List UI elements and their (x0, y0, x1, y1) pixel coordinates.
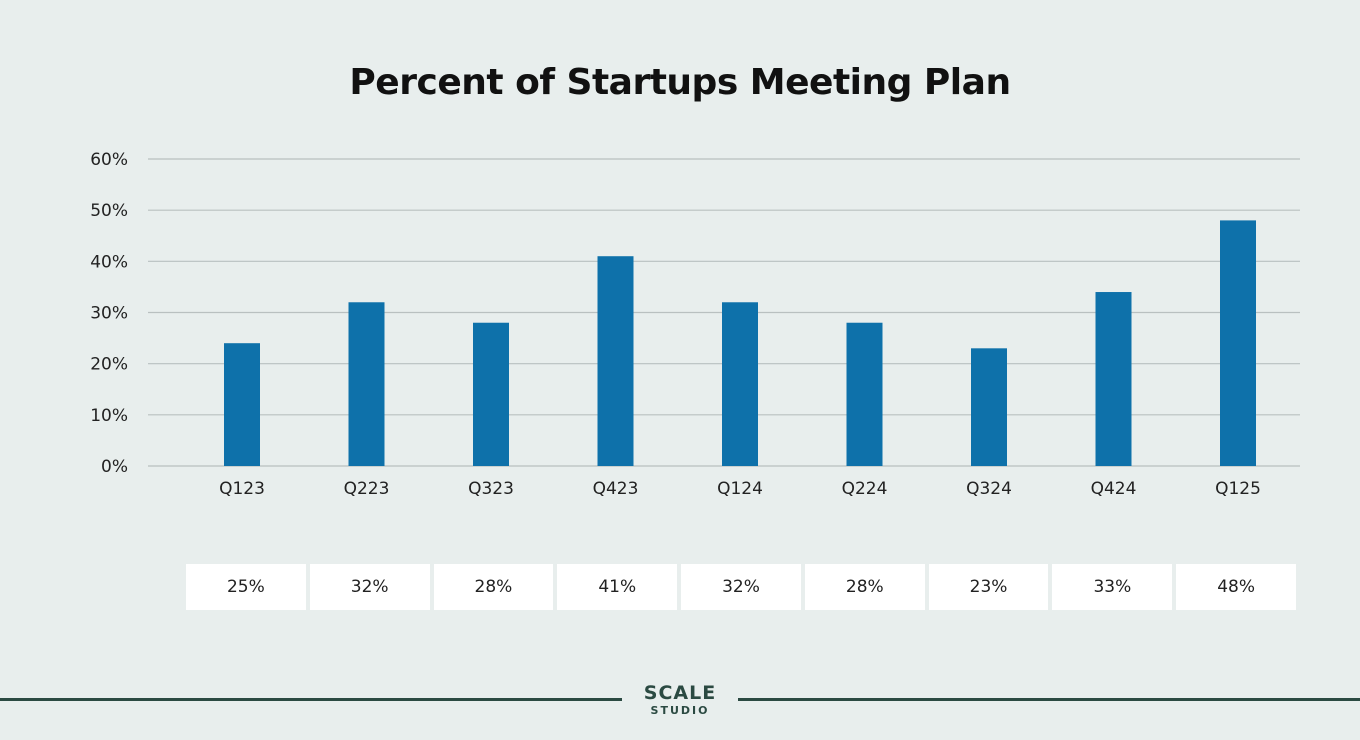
value-table: 25% 32% 28% 41% 32% 28% 23% 33% 48% (186, 564, 1297, 610)
bar-q125 (1220, 220, 1256, 466)
bar-q424 (1095, 292, 1132, 466)
value-cell: 48% (1176, 564, 1297, 610)
bar-q223 (348, 302, 385, 466)
bar-q123 (224, 343, 260, 466)
y-tick-label: 40% (90, 252, 128, 272)
logo-text-studio: STUDIO (650, 704, 710, 717)
y-tick-label: 20% (90, 355, 128, 375)
logo-text-scale: SCALE (643, 682, 717, 704)
x-tick-label: Q324 (966, 479, 1012, 499)
bar-q124 (722, 302, 758, 466)
footer-divider-left (0, 698, 622, 701)
scale-studio-logo: SCALE STUDIO (622, 682, 738, 717)
y-tick-label: 0% (101, 457, 128, 477)
y-tick-label: 50% (90, 201, 128, 221)
bar-q224 (846, 322, 883, 466)
value-cell: 23% (928, 564, 1049, 610)
value-cell: 33% (1052, 564, 1173, 610)
x-tick-label: Q124 (717, 479, 763, 499)
value-cell: 32% (309, 564, 430, 610)
footer-divider-right (738, 698, 1360, 701)
x-tick-label: Q123 (219, 479, 265, 499)
y-tick-label: 10% (90, 406, 128, 426)
y-tick-label: 60% (90, 150, 128, 170)
bar-q423 (597, 256, 634, 466)
value-cell: 28% (433, 564, 554, 610)
x-tick-label: Q423 (593, 479, 639, 499)
value-cell: 25% (186, 564, 306, 610)
x-tick-label: Q223 (344, 479, 390, 499)
value-cell: 28% (804, 564, 925, 610)
value-cell: 41% (557, 564, 678, 610)
x-tick-label: Q224 (842, 479, 888, 499)
chart-title: Percent of Startups Meeting Plan (349, 62, 1011, 103)
bar-q324 (971, 348, 1007, 466)
y-tick-label: 30% (90, 304, 128, 324)
x-tick-label: Q424 (1091, 479, 1137, 499)
x-tick-label: Q125 (1215, 479, 1261, 499)
x-tick-label: Q323 (468, 479, 514, 499)
value-cell: 32% (681, 564, 801, 610)
bar-q323 (473, 322, 509, 466)
